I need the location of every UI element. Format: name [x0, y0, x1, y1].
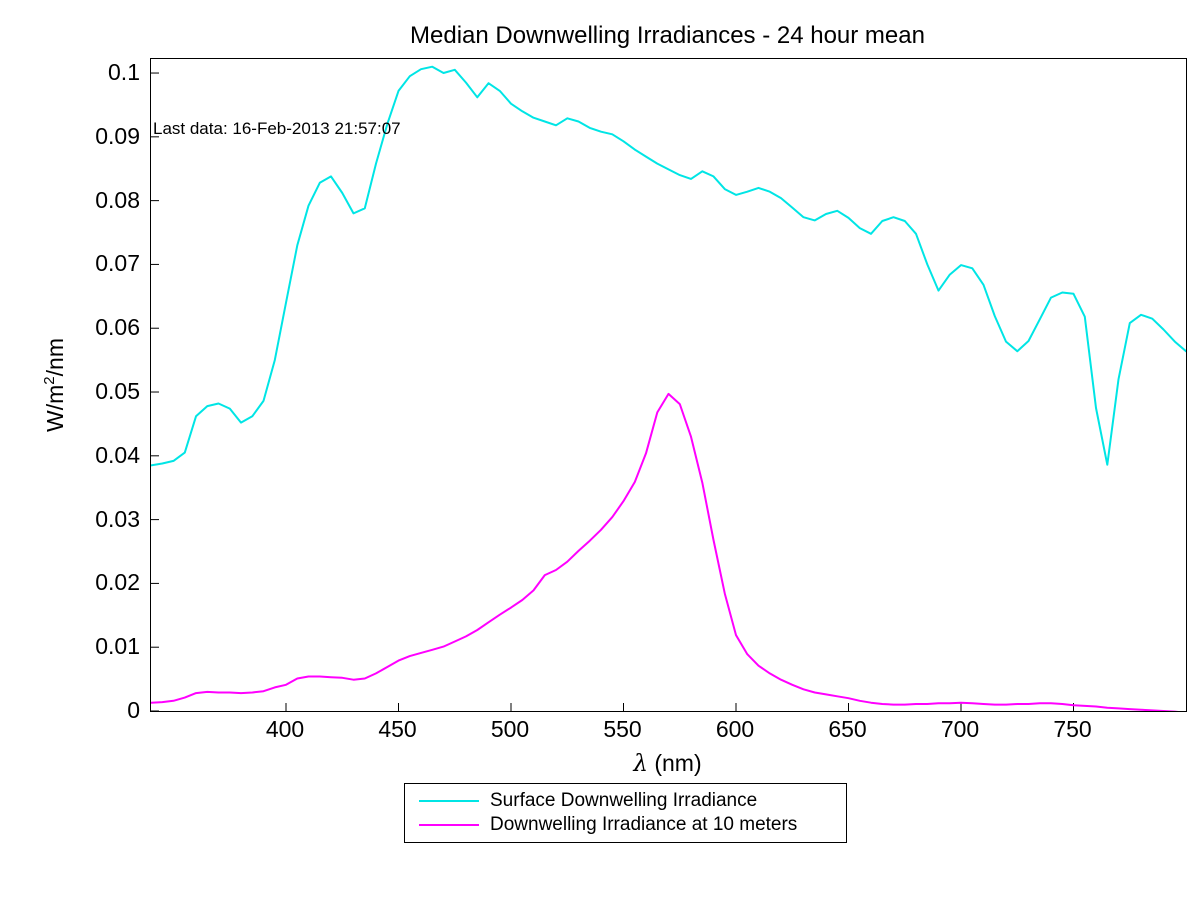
legend-item-10m: Downwelling Irradiance at 10 meters — [405, 813, 846, 837]
y-tick-label: 0.09 — [95, 122, 140, 149]
chart-canvas — [151, 65, 1186, 711]
y-tick-label: 0 — [127, 697, 140, 723]
series-line-0 — [151, 65, 1186, 467]
x-tick-label: 650 — [828, 716, 867, 742]
y-tick-label: 0.02 — [95, 569, 140, 596]
x-tick-label: 450 — [378, 716, 417, 742]
y-axis-label-post: /nm — [41, 338, 68, 377]
chart-title: Median Downwelling Irradiances - 24 hour… — [410, 22, 925, 49]
y-tick-label: 0.1 — [108, 59, 140, 86]
x-tick-label: 400 — [265, 716, 305, 742]
y-tick-label: 0.01 — [95, 633, 140, 660]
legend-line-sample-cyan — [419, 800, 479, 802]
x-tick-label: 550 — [603, 716, 642, 742]
y-tick-label: 0.04 — [95, 441, 140, 468]
y-tick-label: 0.03 — [95, 505, 140, 532]
x-tick-label: 750 — [1053, 716, 1092, 742]
lambda-symbol: λ — [633, 751, 648, 777]
x-axis-label: λ (nm) — [150, 750, 1185, 777]
last-data-annotation: Last data: 16-Feb-2013 21:57:07 — [153, 119, 401, 138]
legend: Surface Downwelling Irradiance Downwelli… — [404, 783, 847, 843]
series-line-1 — [151, 392, 1179, 711]
y-tick-label: 0.07 — [95, 250, 140, 277]
legend-item-surface: Surface Downwelling Irradiance — [405, 789, 846, 813]
x-tick-label: 500 — [490, 716, 530, 742]
x-tick-label: 700 — [940, 716, 980, 742]
y-tick-label: 0.08 — [95, 186, 140, 213]
plot-area — [150, 58, 1187, 712]
legend-label: Downwelling Irradiance at 10 meters — [490, 814, 798, 835]
y-tick-label: 0.05 — [95, 378, 140, 405]
legend-line-sample-magenta — [419, 824, 479, 826]
x-tick-label: 600 — [715, 716, 755, 742]
legend-label: Surface Downwelling Irradiance — [490, 790, 758, 811]
x-axis-label-rest: (nm) — [647, 750, 702, 776]
y-tick-label: 0.06 — [95, 314, 140, 341]
